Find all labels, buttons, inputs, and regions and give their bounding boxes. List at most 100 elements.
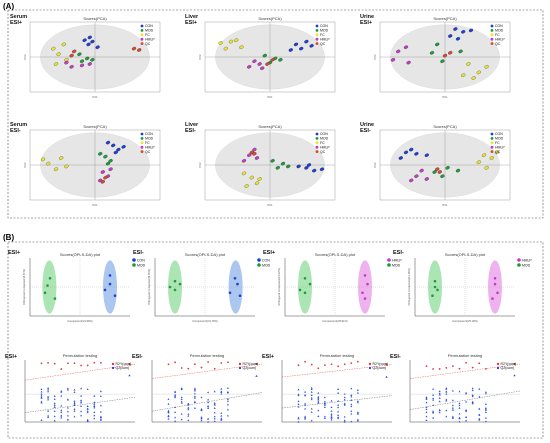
data-point — [61, 42, 66, 47]
q2-permutation-point — [220, 392, 223, 395]
x-axis-label: Component1(25.19%) — [452, 319, 478, 323]
q2-permutation-point — [226, 403, 229, 406]
mode-label: ESI- — [132, 354, 143, 360]
data-point — [72, 49, 77, 54]
data-point — [69, 65, 74, 69]
q2-permutation-point — [40, 401, 43, 404]
data-point — [306, 163, 312, 167]
r2-permutation-point — [187, 367, 190, 370]
q2-final-point — [128, 374, 131, 377]
q2-permutation-point — [53, 402, 56, 405]
chart-title: Permutation testing — [320, 353, 354, 358]
r2-permutation-point — [432, 368, 434, 370]
y-axis-label: PC2 — [198, 54, 202, 60]
data-point — [241, 171, 247, 176]
q2-permutation-point — [80, 405, 83, 407]
q2-permutation-point — [60, 390, 63, 393]
legend-marker — [496, 362, 500, 366]
legend-label: FC — [145, 33, 150, 37]
q2-permutation-point — [471, 400, 474, 403]
data-point — [299, 46, 304, 51]
chart-oplsda-3: Scores(OPLS-DA) plot ESI+ Component1(28.91… — [263, 250, 402, 323]
data-point — [79, 63, 85, 68]
q2-permutation-point — [73, 415, 76, 418]
q2-permutation-point — [200, 419, 203, 422]
data-point — [46, 284, 49, 287]
legend-marker — [490, 145, 494, 149]
legend-marker — [238, 362, 242, 366]
q2-permutation-point — [350, 403, 353, 406]
data-point — [173, 279, 177, 283]
q2-permutation-point — [458, 404, 461, 407]
q2-permutation-point — [193, 396, 196, 399]
x-axis-label: PC1 — [442, 95, 448, 99]
q2-permutation-point — [310, 407, 313, 410]
r2-permutation-point — [452, 365, 454, 368]
q2-permutation-point — [350, 412, 353, 415]
q2-final-point — [255, 374, 258, 377]
legend-label: QC — [145, 150, 151, 154]
q2-permutation-point — [465, 416, 468, 418]
q2-permutation-point — [317, 400, 320, 403]
y-axis-label: PC2 — [373, 54, 377, 60]
y-axis-label: Orthogonal Component(13.52%) — [277, 268, 281, 306]
q2-permutation-point — [297, 388, 300, 391]
q2-permutation-point — [458, 402, 461, 405]
q2-permutation-point — [220, 387, 223, 390]
q2-permutation-point — [425, 408, 428, 411]
data-point — [481, 153, 487, 157]
q2-permutation-point — [80, 401, 83, 404]
legend-marker — [140, 24, 144, 28]
q2-permutation-point — [226, 386, 229, 389]
legend-marker — [517, 263, 521, 267]
data-point — [239, 45, 244, 49]
legend-marker — [315, 37, 319, 41]
q2-permutation-point — [53, 398, 56, 400]
q2-permutation-point — [337, 414, 340, 416]
q2-permutation-point — [471, 394, 474, 397]
q2-permutation-point — [425, 415, 428, 418]
r2-permutation-point — [40, 362, 43, 365]
data-point — [100, 180, 105, 184]
data-point — [304, 166, 309, 170]
q2-permutation-point — [73, 402, 76, 405]
q2-permutation-point — [207, 391, 210, 394]
q2-permutation-point — [458, 390, 461, 393]
r2-permutation-point — [350, 362, 353, 365]
q2-permutation-point — [484, 416, 487, 419]
q2-permutation-point — [343, 402, 346, 405]
data-point — [361, 291, 364, 295]
data-point — [90, 39, 95, 44]
q2-permutation-point — [323, 415, 326, 418]
q2-permutation-point — [445, 390, 448, 393]
q2-permutation-point — [40, 394, 43, 397]
q2-permutation-point — [304, 415, 307, 418]
q2-permutation-point — [66, 387, 69, 390]
q2-permutation-point — [53, 395, 56, 397]
q2-permutation-point — [93, 414, 96, 417]
data-point — [398, 156, 403, 160]
q2-permutation-point — [66, 418, 69, 421]
data-point — [458, 49, 463, 54]
data-point — [254, 156, 260, 160]
q2-permutation-point — [458, 416, 461, 419]
data-point — [86, 42, 91, 47]
q2-permutation-point — [47, 398, 50, 401]
q2-permutation-point — [350, 387, 353, 390]
q2-permutation-point — [297, 416, 300, 419]
data-point — [69, 53, 74, 58]
data-point — [476, 160, 481, 164]
q2-permutation-point — [310, 410, 313, 413]
q2-permutation-point — [73, 400, 76, 402]
q2-permutation-point — [66, 414, 69, 417]
q2-permutation-point — [484, 403, 487, 405]
q2-permutation-point — [99, 410, 102, 413]
data-point — [228, 39, 234, 44]
chart-oplsda-1: Scores(OPLS-DA) plot ESI+ Component1(31.99… — [8, 250, 146, 323]
q2-permutation-point — [86, 410, 89, 412]
legend-marker — [238, 366, 242, 370]
q2-permutation-point — [213, 403, 216, 405]
q2-permutation-point — [207, 398, 210, 401]
